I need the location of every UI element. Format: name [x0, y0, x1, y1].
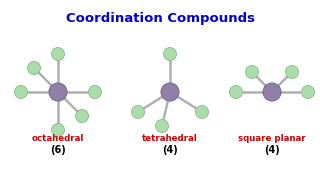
Circle shape	[156, 120, 169, 132]
Circle shape	[285, 66, 299, 78]
Circle shape	[196, 105, 209, 118]
Circle shape	[52, 48, 65, 60]
Circle shape	[263, 83, 281, 101]
Circle shape	[132, 105, 145, 118]
Circle shape	[89, 86, 101, 98]
Text: square planar: square planar	[238, 134, 306, 143]
Text: tetrahedral: tetrahedral	[142, 134, 198, 143]
Circle shape	[14, 86, 28, 98]
Circle shape	[52, 123, 65, 136]
Text: (4): (4)	[162, 145, 178, 155]
Circle shape	[49, 83, 67, 101]
Circle shape	[301, 86, 315, 98]
Circle shape	[245, 66, 259, 78]
Text: (4): (4)	[264, 145, 280, 155]
Text: (6): (6)	[50, 145, 66, 155]
Text: octahedral: octahedral	[32, 134, 84, 143]
Circle shape	[229, 86, 243, 98]
Circle shape	[164, 48, 177, 60]
Circle shape	[28, 62, 41, 75]
Text: Coordination Compounds: Coordination Compounds	[66, 12, 254, 25]
Circle shape	[76, 109, 89, 123]
Circle shape	[161, 83, 179, 101]
